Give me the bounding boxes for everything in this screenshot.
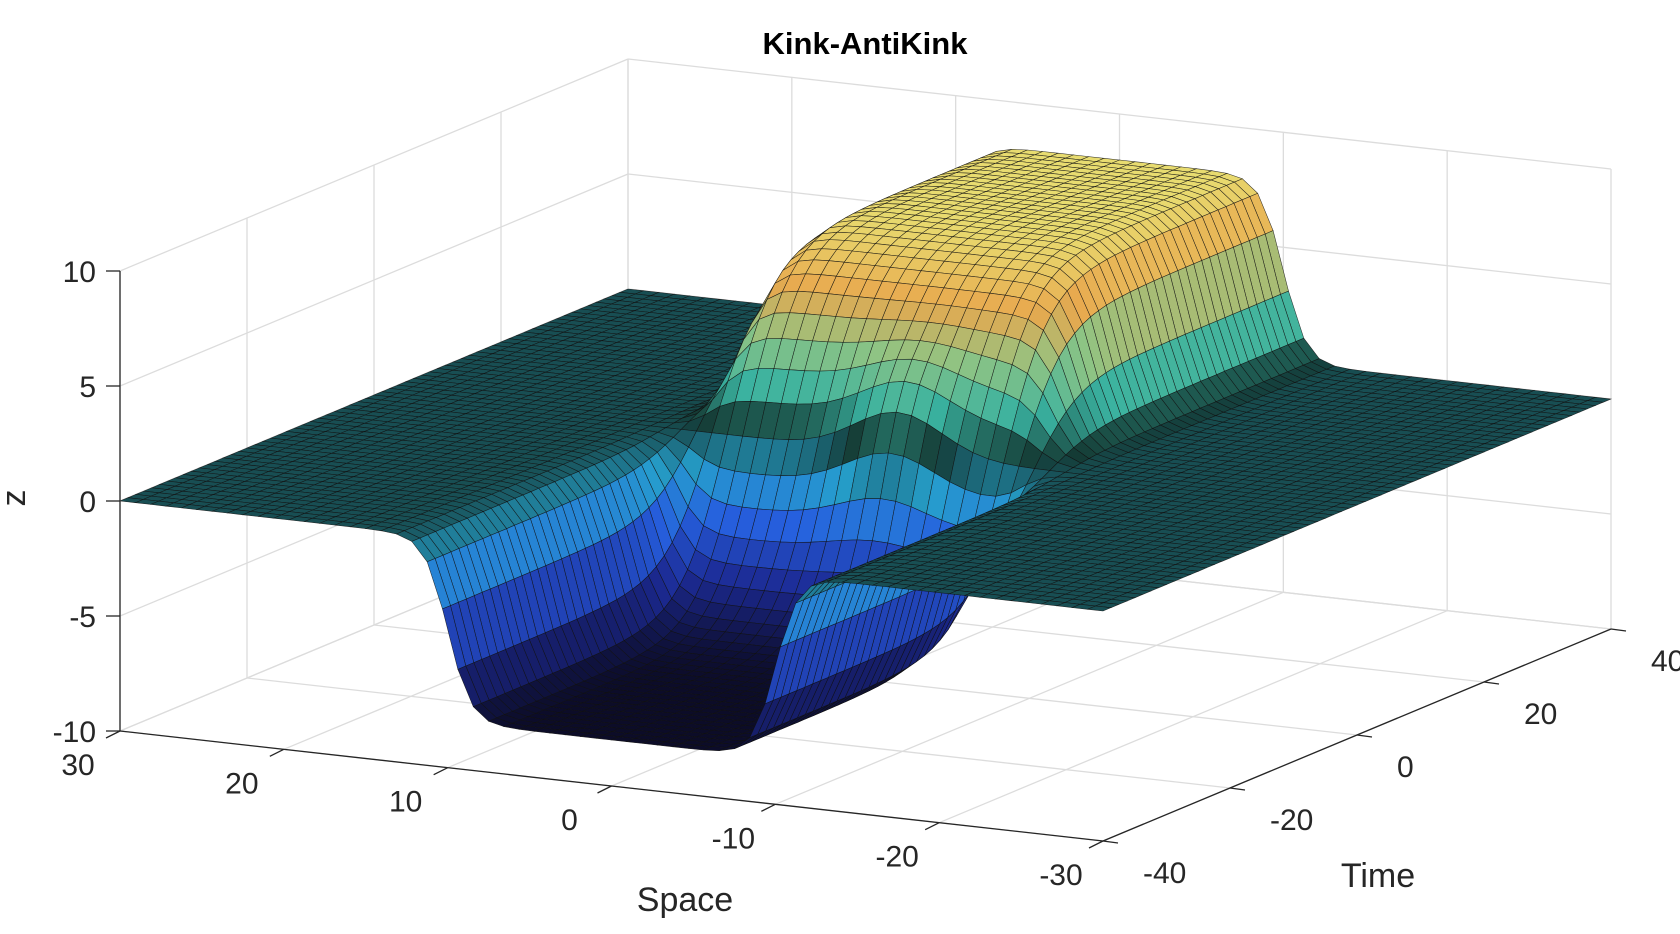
y-tick-mark bbox=[1610, 628, 1627, 632]
y-tick-label: 40 bbox=[1651, 645, 1680, 678]
y-tick-label: 20 bbox=[1524, 698, 1557, 731]
y-tick-mark bbox=[1356, 734, 1373, 738]
x-axis-label: Space bbox=[637, 881, 733, 919]
grid-line-back-z bbox=[627, 58, 1612, 170]
z-tick-label: -10 bbox=[53, 716, 96, 749]
z-tick-label: 10 bbox=[63, 256, 96, 289]
x-tick-mark bbox=[269, 748, 285, 757]
z-tick-label: 5 bbox=[79, 371, 96, 404]
y-axis-label: Time bbox=[1341, 857, 1415, 895]
x-tick-label: 30 bbox=[61, 749, 94, 782]
chart-title: Kink-AntiKink bbox=[763, 26, 969, 61]
x-tick-label: 10 bbox=[389, 786, 422, 819]
z-tick-label: 0 bbox=[79, 486, 96, 519]
x-tick-label: 20 bbox=[225, 767, 258, 800]
y-tick-label: -40 bbox=[1143, 857, 1186, 890]
z-tick-label: -5 bbox=[69, 601, 96, 634]
x-tick-label: 0 bbox=[561, 804, 578, 837]
x-tick-mark bbox=[924, 822, 940, 831]
y-tick-label: -20 bbox=[1270, 804, 1313, 837]
x-tick-mark bbox=[761, 803, 776, 812]
z-axis-label: z bbox=[0, 490, 33, 507]
y-tick-label: 0 bbox=[1397, 751, 1414, 784]
x-tick-mark bbox=[433, 767, 448, 776]
x-tick-label: -10 bbox=[712, 822, 755, 855]
x-tick-mark bbox=[597, 785, 612, 794]
y-tick-mark bbox=[1229, 787, 1246, 791]
grid-line-side-z bbox=[119, 173, 629, 387]
x-tick-label: -20 bbox=[875, 841, 918, 874]
y-tick-mark bbox=[1102, 840, 1119, 844]
x-tick-mark bbox=[1088, 840, 1104, 849]
y-tick-mark bbox=[1483, 681, 1500, 685]
x-tick-label: -30 bbox=[1039, 859, 1082, 892]
x-tick-mark bbox=[105, 730, 121, 739]
surface-plot bbox=[118, 149, 1613, 751]
grid-line-side-z bbox=[119, 58, 629, 272]
